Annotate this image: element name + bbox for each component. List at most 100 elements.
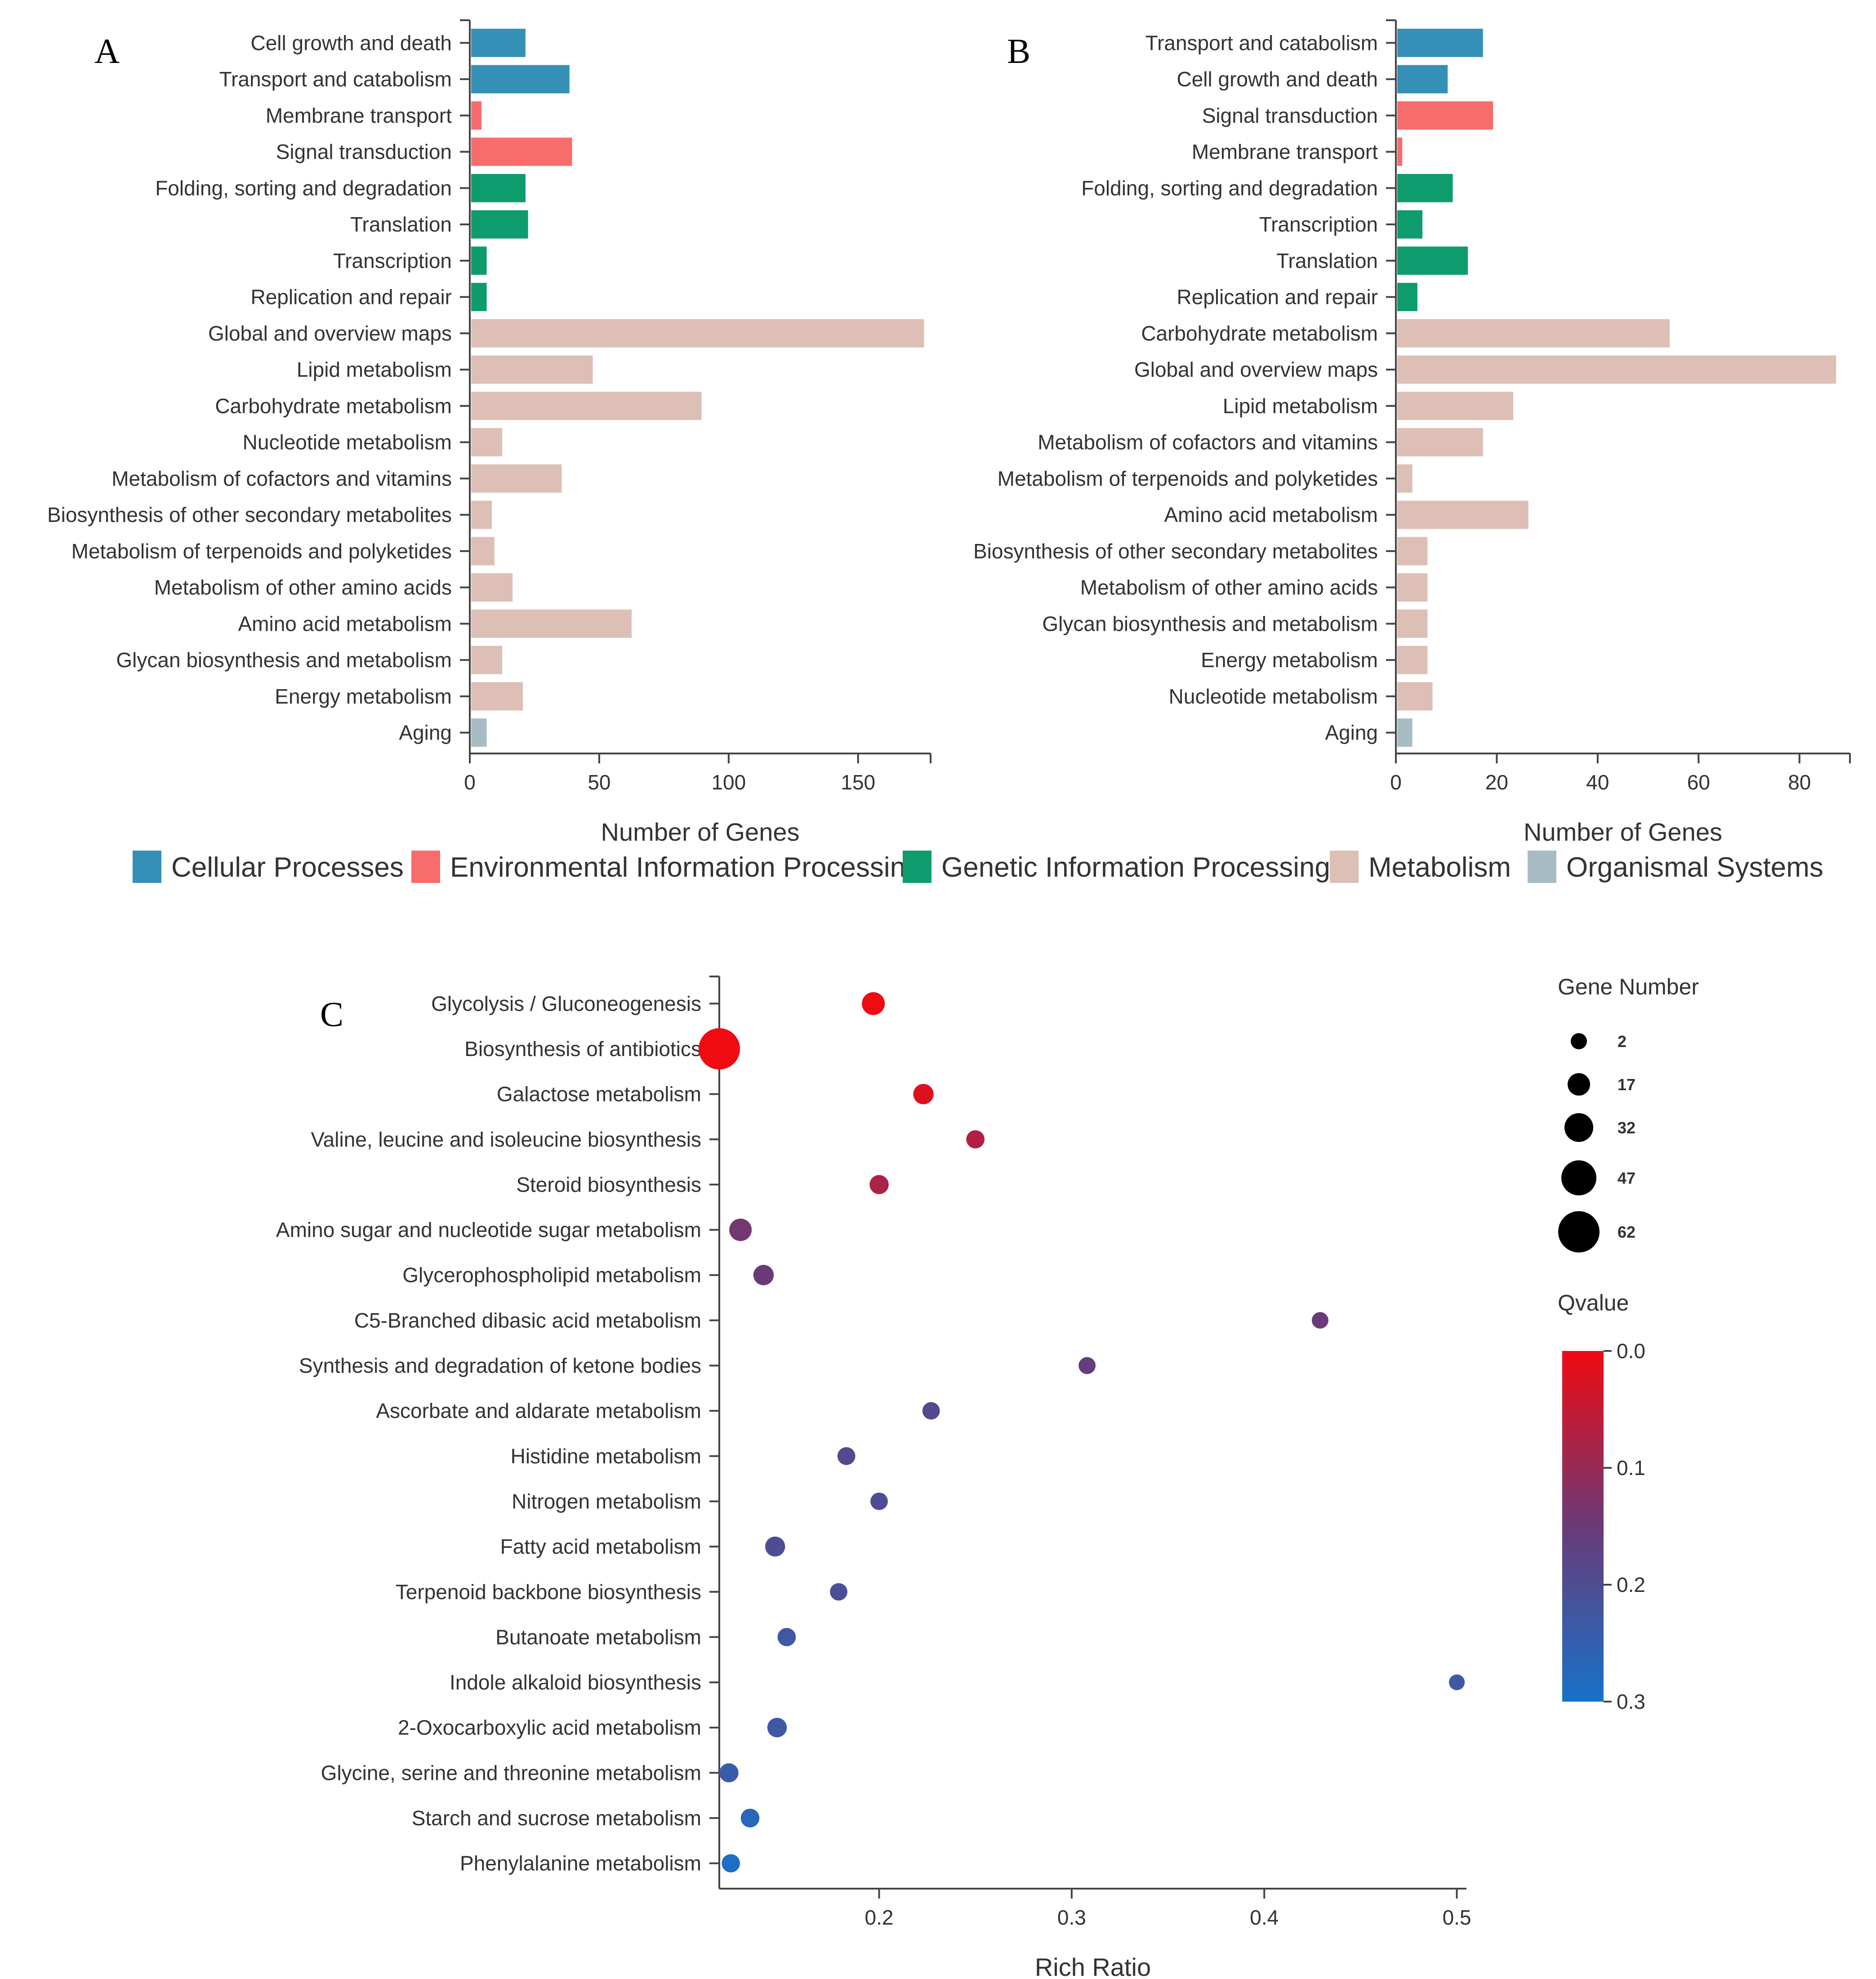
- pathway-label: Glycolysis / Gluconeogenesis: [431, 992, 701, 1015]
- bubble-chart-c-points: [699, 992, 1465, 1873]
- bar-transcription: [471, 246, 487, 275]
- bar-metabolism-of-other-amino-acids: [1397, 573, 1428, 602]
- bar-biosynthesis-of-other-secondary-metabolites: [1397, 537, 1428, 566]
- size-legend-dot: [1558, 1211, 1600, 1252]
- bar-transport-and-catabolism: [471, 65, 570, 94]
- size-legend-label: 32: [1618, 1119, 1635, 1137]
- bar-translation: [1397, 246, 1468, 275]
- category-label: Carbohydrate metabolism: [1141, 321, 1378, 345]
- point-biosynthesis-of-antibiotics: [699, 1028, 740, 1070]
- category-label: Signal transduction: [276, 140, 452, 164]
- category-label: Cell growth and death: [250, 31, 452, 54]
- pathway-label: 2-Oxocarboxylic acid metabolism: [398, 1716, 701, 1739]
- pathway-label: Terpenoid backbone biosynthesis: [396, 1580, 701, 1604]
- category-label: Translation: [350, 213, 452, 236]
- bar-chart-a-category-labels: Cell growth and death Transport and catab…: [47, 31, 452, 744]
- bar-aging: [471, 718, 487, 747]
- bar-metabolism-of-terpenoids-and-polyketides: [471, 537, 495, 566]
- size-legend-label: 62: [1618, 1223, 1635, 1241]
- x-tick-label: 20: [1485, 771, 1508, 794]
- x-tick-label: 0.4: [1250, 1906, 1279, 1929]
- bar-cell-growth-and-death: [1397, 65, 1448, 94]
- panel-label-a: A: [94, 31, 120, 71]
- bar-global-and-overview-maps: [471, 319, 924, 348]
- pathway-label: Phenylalanine metabolism: [460, 1852, 701, 1875]
- gene-number-legend: Gene Number 2 17 32 47 62: [1558, 974, 1699, 1252]
- category-label: Folding, sorting and degradation: [155, 176, 452, 200]
- x-tick-label: 0.2: [865, 1906, 894, 1929]
- bar-chart-a: Cell growth and death Transport and catab…: [47, 19, 931, 846]
- qvalue-color-bar: [1562, 1351, 1604, 1702]
- bar-metabolism-of-cofactors-and-vitamins: [1397, 428, 1483, 457]
- pathway-label: Galactose metabolism: [497, 1083, 701, 1106]
- bar-membrane-transport: [1397, 138, 1403, 166]
- size-legend-label: 17: [1618, 1075, 1635, 1094]
- point-synthesis-and-degradation-of-ketone-bodies: [1078, 1357, 1096, 1374]
- pathway-label: Starch and sucrose metabolism: [412, 1806, 701, 1830]
- point-starch-and-sucrose-metabolism: [740, 1809, 760, 1827]
- category-label: Metabolism of other amino acids: [154, 576, 452, 599]
- category-label: Energy metabolism: [1201, 648, 1378, 672]
- pathway-label: Biosynthesis of antibiotics: [464, 1037, 701, 1061]
- pathway-label: Fatty acid metabolism: [500, 1535, 701, 1558]
- pathway-label: Amino sugar and nucleotide sugar metabol…: [276, 1218, 701, 1242]
- bar-cell-growth-and-death: [471, 28, 526, 57]
- category-label: Amino acid metabolism: [1164, 503, 1378, 526]
- pathway-label: Histidine metabolism: [511, 1444, 701, 1468]
- category-label: Glycan biosynthesis and metabolism: [116, 648, 452, 672]
- bubble-chart-c: Glycolysis / Gluconeogenesis Biosynthesis…: [276, 976, 1471, 1979]
- category-label: Membrane transport: [266, 104, 452, 127]
- legend-swatch-metabolism: [1330, 851, 1359, 883]
- x-tick-label: 40: [1586, 771, 1609, 794]
- size-legend-label: 47: [1618, 1169, 1635, 1187]
- point-c5-branched-dibasic-acid-metabolism: [1311, 1312, 1328, 1329]
- bubble-chart-c-x-axis-title: Rich Ratio: [1035, 1953, 1151, 1979]
- x-tick-label: 0: [464, 771, 476, 794]
- category-label: Global and overview maps: [1134, 358, 1378, 381]
- category-label: Folding, sorting and degradation: [1081, 176, 1378, 200]
- category-label: Carbohydrate metabolism: [215, 394, 452, 418]
- bar-folding-sorting-and-degradation: [1397, 174, 1453, 202]
- qvalue-tick-label: 0.2: [1617, 1573, 1645, 1596]
- category-label: Translation: [1276, 249, 1378, 272]
- bar-global-and-overview-maps: [1397, 355, 1836, 384]
- pathway-label: Nitrogen metabolism: [512, 1489, 701, 1513]
- bubble-chart-c-axes: 0.2 0.3 0.4 0.5: [709, 976, 1471, 1929]
- bar-membrane-transport: [471, 101, 482, 130]
- bar-signal-transduction: [471, 138, 572, 166]
- category-label: Transcription: [1259, 213, 1378, 236]
- bar-replication-and-repair: [1397, 283, 1417, 312]
- size-legend-dot: [1571, 1033, 1587, 1049]
- category-label: Transcription: [333, 249, 452, 272]
- category-label: Transport and catabolism: [1145, 31, 1378, 54]
- qvalue-legend-title: Qvalue: [1558, 1290, 1629, 1315]
- category-legend: Cellular Processes Environmental Informat…: [133, 851, 1823, 883]
- bar-replication-and-repair: [471, 283, 487, 312]
- bar-amino-acid-metabolism: [471, 609, 632, 638]
- legend-label-genetic-information-processing: Genetic Information Processing: [941, 852, 1330, 883]
- bar-lipid-metabolism: [1397, 392, 1514, 420]
- size-legend-dot: [1564, 1113, 1593, 1142]
- pathway-label: Synthesis and degradation of ketone bodi…: [299, 1354, 701, 1377]
- point-phenylalanine-metabolism: [722, 1854, 740, 1873]
- bar-chart-b-bars: [1397, 28, 1836, 747]
- panel-label-c: C: [320, 994, 343, 1034]
- point-steroid-biosynthesis: [869, 1175, 889, 1195]
- bar-chart-a-bars: [471, 28, 924, 747]
- legend-swatch-organismal-systems: [1528, 851, 1556, 883]
- bar-chart-b: Transport and catabolism Cell growth and …: [973, 19, 1851, 846]
- point-ascorbate-and-aldarate-metabolism: [922, 1402, 940, 1420]
- bar-transcription: [1397, 210, 1423, 239]
- category-label: Replication and repair: [251, 285, 452, 309]
- bubble-chart-c-pathway-labels: Glycolysis / Gluconeogenesis Biosynthesis…: [276, 992, 701, 1875]
- bar-amino-acid-metabolism: [1397, 500, 1528, 529]
- point-2-oxocarboxylic-acid-metabolism: [767, 1717, 787, 1738]
- bar-carbohydrate-metabolism: [471, 392, 702, 420]
- bar-chart-b-x-axis-title: Number of Genes: [1524, 818, 1722, 846]
- category-label: Nucleotide metabolism: [243, 431, 452, 454]
- category-label: Glycan biosynthesis and metabolism: [1042, 612, 1378, 635]
- bar-biosynthesis-of-other-secondary-metabolites: [471, 500, 492, 529]
- bar-nucleotide-metabolism: [471, 428, 503, 457]
- size-legend-label: 2: [1618, 1032, 1626, 1051]
